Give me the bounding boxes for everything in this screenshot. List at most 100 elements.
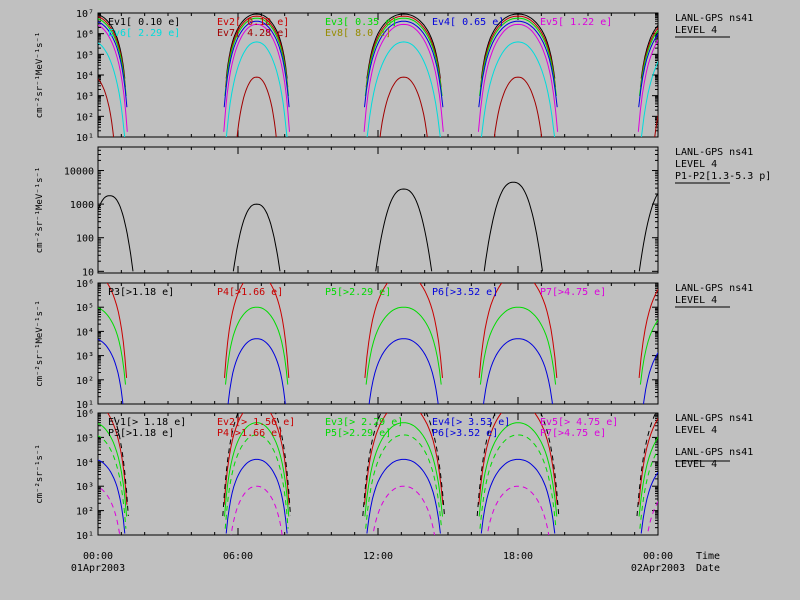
series-curve-blue — [480, 458, 556, 534]
series-curve-red — [638, 288, 658, 378]
y-tick-label: 10¹ — [76, 133, 94, 144]
panel-1: 10¹ 10² 10³ 10⁴ 10⁵ 10⁶ 10⁷ cm⁻²sr⁻¹MeV⁻¹s⁻¹ LAN… — [35, 9, 753, 144]
legend-entry: P7[>4.75 e] — [540, 428, 606, 439]
legend-entry: P4[>1.66 e] — [217, 287, 283, 298]
proton-curve — [98, 195, 134, 272]
series-curve-green — [365, 306, 442, 385]
legend-entry: Ev5[ 1.22 e] — [540, 17, 612, 28]
proton-curve — [232, 203, 281, 272]
y-tick-label: 1000 — [70, 200, 94, 211]
right-label: LEVEL 4 — [675, 295, 717, 306]
series-curve-black — [98, 14, 126, 79]
legend-entry: P3[>1.18 e] — [108, 428, 174, 439]
series-curve-dkred — [493, 76, 543, 137]
y-tick-label: 10¹ — [76, 531, 94, 542]
series-curve-magenta — [646, 500, 658, 535]
series-curve-magenta — [372, 485, 435, 535]
series-curve-green — [639, 319, 658, 385]
y-tick-label: 10⁵ — [76, 433, 94, 444]
y-tick-label: 10³ — [76, 482, 94, 493]
series-curve-blue — [98, 459, 126, 534]
series-curve-green — [98, 18, 127, 96]
series-curve-black — [476, 413, 560, 517]
series-curve-dkred — [236, 76, 277, 137]
legend-entry: Ev8[ 8.0 e] — [325, 28, 391, 39]
series-curve-magenta — [230, 485, 283, 535]
series-curve-magenta — [98, 486, 121, 535]
panel-2: 10 100 1000 10000 cm⁻²sr⁻¹MeV⁻¹s⁻¹ LANL-GPS n… — [35, 146, 771, 278]
legend-entry: P7[>4.75 e] — [540, 287, 606, 298]
series-curve-dkred — [379, 76, 428, 137]
y-tick-label: 10 — [82, 267, 94, 278]
legend-entry: P5[>2.29 e] — [325, 287, 391, 298]
series-curve-black — [636, 413, 657, 517]
series-curve-green — [638, 436, 658, 517]
y-tick-label: 10000 — [64, 167, 94, 178]
series-curve-magenta — [637, 39, 658, 132]
series-curve-black — [222, 413, 291, 517]
series-curve-red — [364, 413, 444, 505]
series-curve-magenta — [223, 23, 290, 132]
series-curve-blue — [98, 21, 128, 108]
x-tick-label: 00:00 — [83, 551, 113, 562]
series-curve-green — [364, 17, 443, 96]
series-curve-cyan — [225, 41, 288, 137]
proton-curve — [375, 188, 433, 272]
y-tick-label: 100 — [76, 234, 94, 245]
series-curve-blue — [643, 352, 658, 404]
legend-entry: Ev2[> 1.56 e] — [217, 417, 295, 428]
right-label: LEVEL 4 — [675, 459, 717, 470]
series-curve-red — [225, 15, 289, 88]
y-tick-label: 10⁴ — [76, 71, 94, 82]
series-curve-magenta — [363, 23, 444, 132]
series-curve-magenta — [486, 485, 550, 535]
series-curve-green — [225, 306, 289, 385]
series-curve-cyan — [640, 60, 658, 137]
y-tick-label: 10⁶ — [76, 409, 94, 420]
x-date-label: 02Apr2003 — [631, 563, 685, 574]
right-label: LANL-GPS ns41 — [675, 283, 753, 294]
proton-curve — [638, 192, 658, 272]
series-curve-blue — [640, 471, 658, 534]
legend-entry: P3[>1.18 e] — [108, 287, 174, 298]
legend-entry: Ev1[> 1.18 e] — [108, 417, 186, 428]
series-curve-cyan — [366, 41, 441, 137]
y-tick-label: 10³ — [76, 352, 94, 363]
series-curve-cyan — [480, 41, 556, 137]
series-curve-black — [225, 13, 288, 79]
series-curve-red — [107, 413, 128, 505]
legend-entry: P6[>3.52 e] — [432, 428, 498, 439]
y-tick-label: 10⁴ — [76, 458, 94, 469]
x-tick-label: 18:00 — [503, 551, 533, 562]
y-tick-label: 10³ — [76, 92, 94, 103]
series-curve-cyan — [98, 42, 126, 137]
right-label: LEVEL 4 — [675, 159, 717, 170]
series-curve-green — [224, 422, 290, 517]
series-curve-black — [366, 13, 441, 79]
series-curve-red — [223, 413, 290, 505]
right-label: LANL-GPS ns41 — [675, 447, 753, 458]
y-tick-label: 10⁶ — [76, 30, 94, 41]
legend-entry: Ev6[ 2.29 e] — [108, 28, 180, 39]
x-tick-label: 00:00 — [643, 551, 673, 562]
series-curve-green — [365, 434, 443, 529]
series-curve-red — [224, 283, 290, 378]
series-curve-red — [98, 16, 126, 88]
series-curve-black — [640, 24, 658, 79]
series-curve-red — [478, 413, 558, 505]
legend-entry: Ev7[ 4.28 e] — [217, 28, 289, 39]
y-tick-label: 10² — [76, 112, 94, 123]
series-curve-blue — [364, 20, 444, 108]
series-curve-blue — [227, 338, 286, 404]
x-date-label: 01Apr2003 — [71, 563, 125, 574]
right-label: P1-P2[1.3-5.3 p] — [675, 171, 771, 182]
legend-entry: P5[>2.29 e] — [325, 428, 391, 439]
y-tick-label: 10⁵ — [76, 303, 94, 314]
legend-entry: Ev3[ 0.35 e] — [325, 17, 397, 28]
legend-entry: Ev3[> 2.29 e] — [325, 417, 403, 428]
series-curve-green — [364, 422, 443, 517]
series-curve-dkred — [98, 78, 115, 137]
series-curve-green — [639, 29, 658, 96]
legend-entry: Ev4[ 0.65 e] — [432, 17, 504, 28]
